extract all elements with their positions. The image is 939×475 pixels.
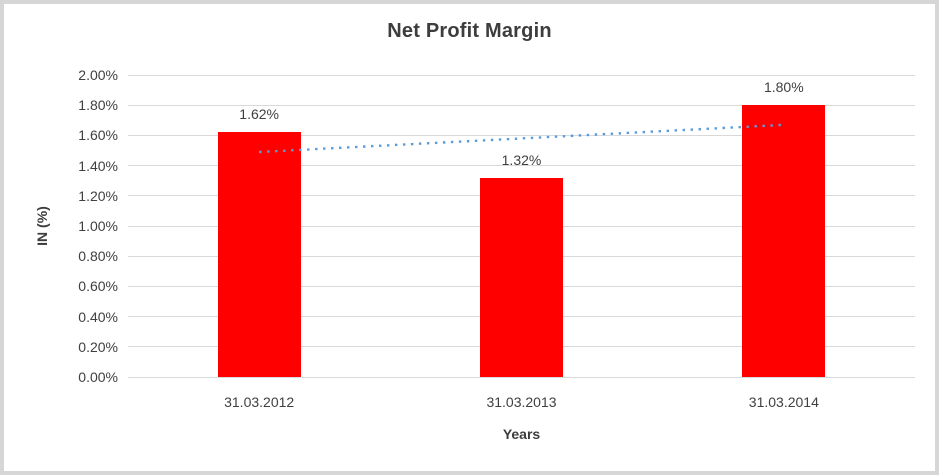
bar-value-label: 1.32% xyxy=(501,151,542,168)
bar-31.03.2012 xyxy=(217,132,301,377)
y-tick-label: 0.20% xyxy=(78,338,118,355)
y-tick-label: 1.00% xyxy=(78,218,118,234)
y-tick-label: 2.00% xyxy=(78,67,118,83)
y-tick-label: 0.60% xyxy=(78,278,118,295)
y-tick-label: 0.00% xyxy=(78,369,118,385)
gridline xyxy=(128,165,915,167)
gridline xyxy=(128,376,915,378)
y-tick-label: 1.40% xyxy=(78,157,118,174)
bar-value-label: 1.62% xyxy=(239,106,279,123)
x-tick-label: 31.03.2012 xyxy=(224,394,295,410)
gridline xyxy=(128,134,915,136)
x-axis-title: Years xyxy=(502,426,541,442)
bar-31.03.2013 xyxy=(480,177,563,377)
x-tick-label: 31.03.2013 xyxy=(486,394,557,410)
y-tick-label: 1.80% xyxy=(78,97,118,114)
y-tick-label: 0.40% xyxy=(78,308,118,325)
x-tick-label: 31.03.2014 xyxy=(748,394,819,410)
plot-area xyxy=(128,74,915,378)
y-tick-label: 1.20% xyxy=(78,187,118,204)
bar-value-label: 1.80% xyxy=(763,79,804,96)
bar-31.03.2014 xyxy=(742,105,826,377)
chart-title: Net Profit Margin xyxy=(387,20,552,42)
gridline xyxy=(128,104,915,106)
y-tick-label: 0.80% xyxy=(78,248,118,265)
gridline xyxy=(128,74,915,76)
y-tick-label: 1.60% xyxy=(78,127,118,144)
